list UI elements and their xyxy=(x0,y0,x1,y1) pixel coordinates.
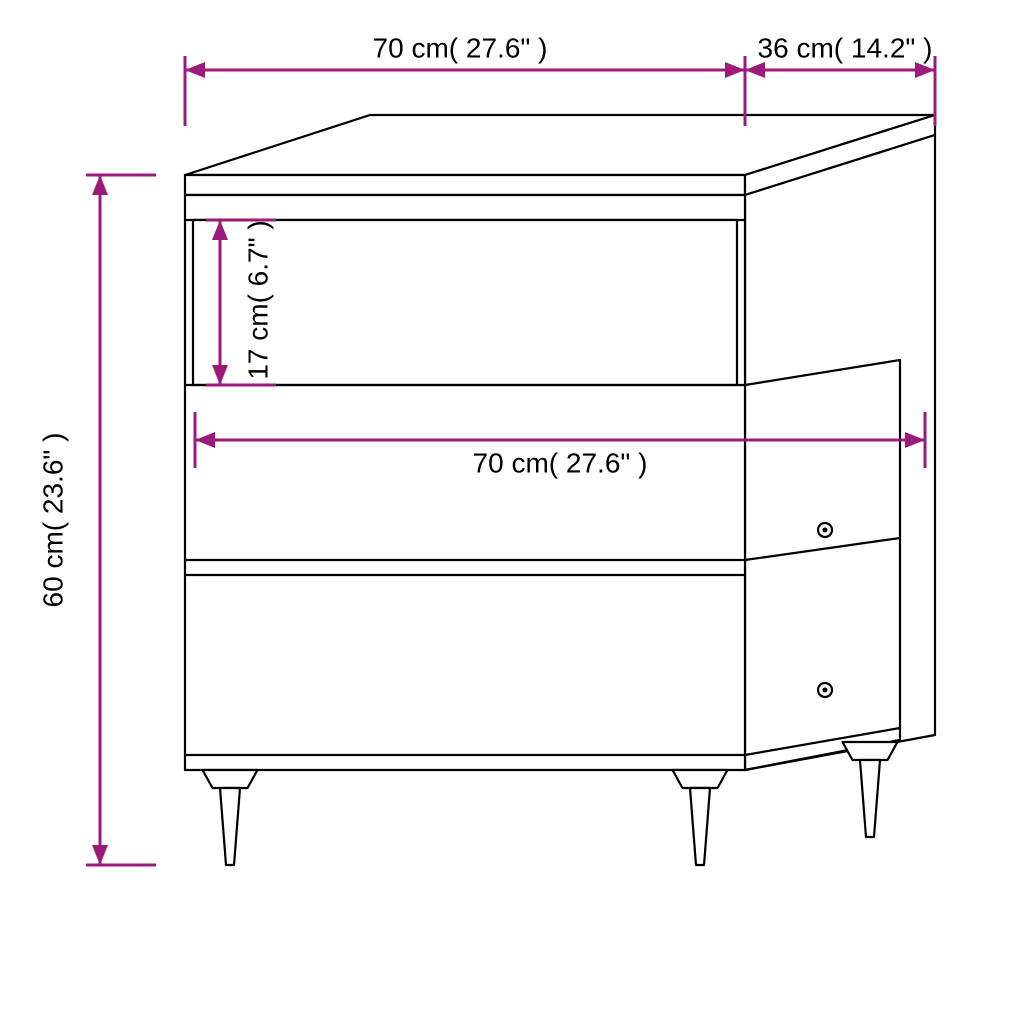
side-panel xyxy=(745,135,935,770)
dimension-diagram: 70 cm( 27.6" ) 36 cm( 14.2" ) 60 cm( 23.6"… xyxy=(0,0,1024,1024)
leg-front-left xyxy=(203,770,258,865)
leg-back-right xyxy=(843,742,898,837)
drawer-front xyxy=(193,220,737,385)
dim-width: 70 cm( 27.6" ) xyxy=(185,32,745,126)
dim-height: 60 cm( 23.6" ) xyxy=(37,175,156,865)
dim-shelf-width-label: 70 cm( 27.6" ) xyxy=(473,447,648,478)
leg-front-right xyxy=(673,770,728,865)
dim-height-label: 60 cm( 23.6" ) xyxy=(37,433,68,608)
furniture xyxy=(185,115,935,865)
dim-width-label: 70 cm( 27.6" ) xyxy=(373,32,548,63)
dim-drawer-height-label: 17 cm( 6.7" ) xyxy=(242,220,273,379)
dim-depth-label: 36 cm( 14.2" ) xyxy=(758,32,933,63)
dim-depth: 36 cm( 14.2" ) xyxy=(745,32,935,126)
